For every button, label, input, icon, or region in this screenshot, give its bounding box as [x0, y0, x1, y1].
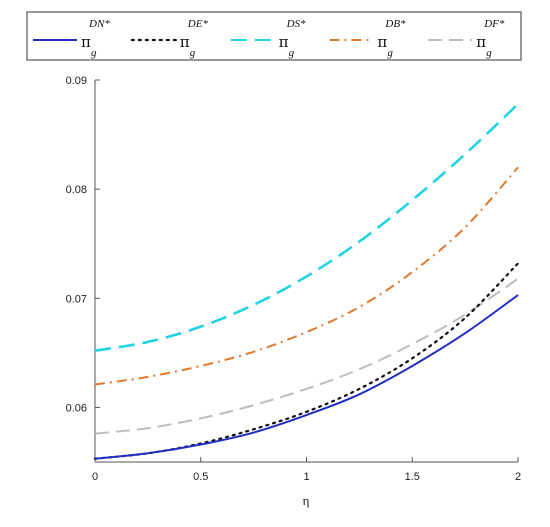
legend-label-sub: g [486, 47, 492, 59]
legend-label-base: π [279, 33, 289, 51]
legend-label-base: π [476, 33, 486, 51]
legend-label-base: π [81, 33, 91, 51]
legend-label-base: π [180, 33, 190, 51]
legend-label-sub: g [289, 47, 295, 59]
legend-label-sub: g [387, 47, 393, 59]
y-tick-label: 0.06 [66, 402, 87, 414]
x-axis-label: η [303, 493, 310, 508]
legend-label-sup: DN* [88, 18, 110, 30]
legend-label-base: π [377, 33, 387, 51]
legend-label-sup: DS* [286, 18, 306, 30]
ticks: 0 0.5 1 1.5 2 0.06 0.07 0.08 0.09 [66, 75, 521, 483]
y-tick-label: 0.07 [66, 293, 87, 305]
x-tick-label: 1 [303, 471, 309, 483]
x-tick-label: 2 [515, 471, 521, 483]
series-line-dn [94, 294, 519, 460]
x-tick-label: 1.5 [405, 471, 420, 483]
legend-label-sub: g [190, 47, 196, 59]
x-tick-label: 0.5 [193, 471, 208, 483]
series-line-db [94, 166, 519, 386]
y-tick-label: 0.08 [66, 184, 87, 196]
x-tick-label: 0 [92, 471, 98, 483]
series-layer [93, 103, 520, 460]
legend-box [26, 11, 522, 61]
legend-label-sup: DB* [384, 18, 406, 30]
legend-label-sub: g [91, 47, 97, 59]
series-line-ds [94, 103, 519, 352]
series-line-df [94, 277, 519, 435]
legend-label-sup: DF* [483, 18, 505, 30]
y-tick-label: 0.09 [66, 75, 87, 87]
legend-label-sup: DE* [187, 18, 209, 30]
